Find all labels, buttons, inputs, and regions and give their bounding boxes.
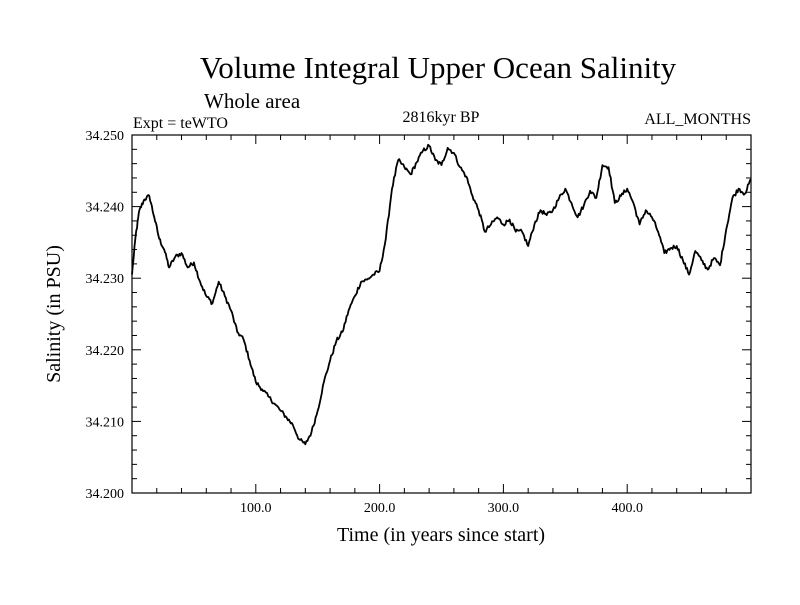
salinity-series-line [131, 143, 752, 446]
y-tick-label: 34.240 [86, 201, 125, 216]
experiment-label: Expt = teWTO [133, 115, 228, 132]
months-label: ALL_MONTHS [644, 111, 751, 128]
chart-subtitle: Whole area [204, 89, 301, 113]
y-tick-label: 34.230 [86, 272, 125, 287]
y-tick-label: 34.210 [86, 415, 125, 430]
x-tick-label: 300.0 [488, 501, 520, 516]
chart-title: Volume Integral Upper Ocean Salinity [200, 50, 677, 85]
y-axis-label: Salinity (in PSU) [43, 245, 65, 383]
plot-frame [131, 134, 752, 494]
y-axis: 34.200 34.210 34.220 34.230 34.240 34.250 [86, 129, 751, 502]
x-tick-label: 200.0 [364, 501, 396, 516]
x-tick-label: 100.0 [240, 501, 272, 516]
y-tick-label: 34.220 [86, 344, 125, 359]
y-tick-label: 34.250 [86, 129, 125, 144]
period-label: 2816kyr BP [403, 109, 480, 126]
x-axis-label: Time (in years since start) [337, 524, 545, 546]
y-tick-label: 34.200 [86, 487, 125, 502]
x-tick-label: 400.0 [611, 501, 643, 516]
x-axis: 100.0 200.0 300.0 400.0 [156, 135, 727, 516]
